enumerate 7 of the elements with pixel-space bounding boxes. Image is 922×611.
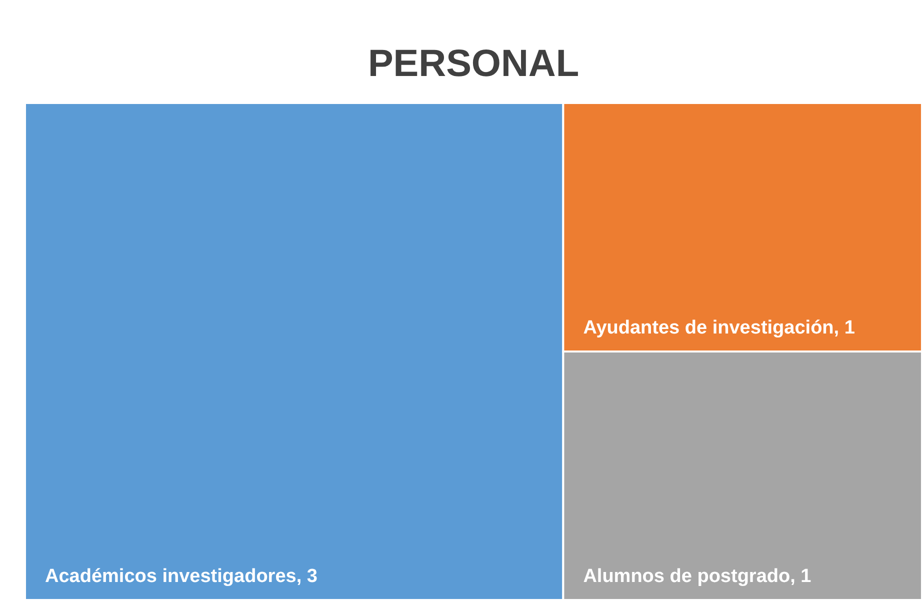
data-label: , 1: [834, 318, 856, 338]
text: PERSONAL: [368, 43, 580, 85]
category-label: Ayudantes de investigación: [583, 318, 834, 338]
category-label: Alumnos de postgrado: [583, 566, 790, 587]
data-label: , 1: [790, 566, 812, 587]
category-label: Académicos investigadores: [45, 566, 296, 587]
data-label: , 3: [296, 566, 318, 587]
